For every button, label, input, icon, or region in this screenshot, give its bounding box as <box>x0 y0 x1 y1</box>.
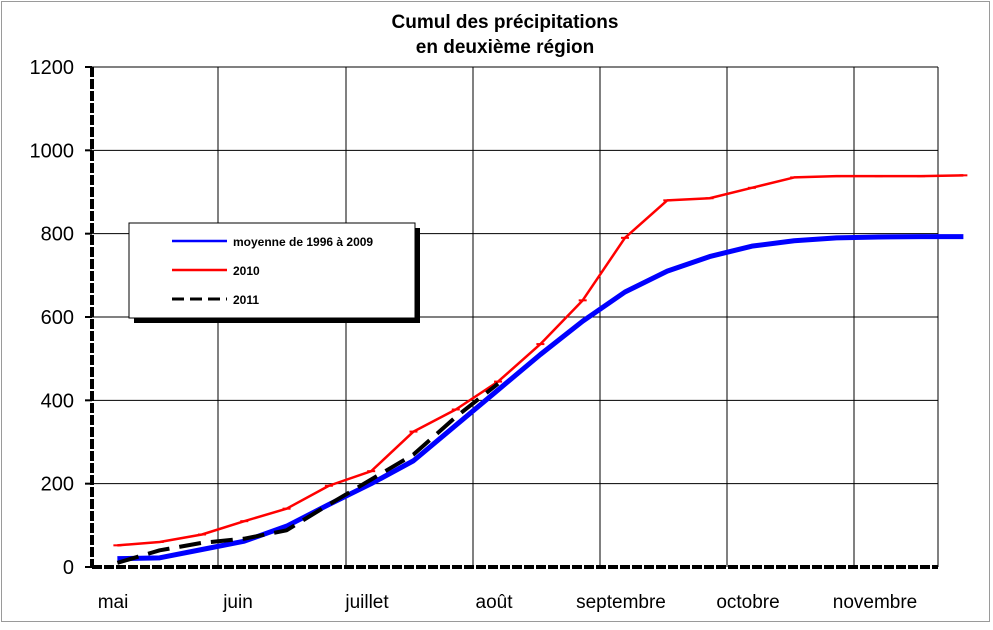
legend-label: 2011 <box>233 293 259 307</box>
x-tick-label: mai <box>98 592 129 613</box>
chart-title-line-2: en deuxième région <box>416 37 594 58</box>
y-tick-label: 1000 <box>30 140 75 162</box>
x-tick-label: octobre <box>716 592 779 613</box>
chart-title-line-1: Cumul des précipitations <box>392 12 619 33</box>
x-tick-label: juin <box>222 592 253 613</box>
y-tick-label: 200 <box>41 474 74 496</box>
legend: moyenne de 1996 à 2009 2010 2011 <box>128 222 420 323</box>
x-tick-label: novembre <box>833 592 918 613</box>
x-tick-label: août <box>476 592 514 613</box>
legend-label: 2010 <box>233 264 260 278</box>
y-tick-label: 0 <box>63 557 74 579</box>
y-tick-label: 800 <box>41 224 74 246</box>
x-tick-label: juillet <box>344 592 389 613</box>
legend-label: moyenne de 1996 à 2009 <box>233 235 373 249</box>
y-tick-label: 1200 <box>30 57 75 79</box>
series-line-2 <box>116 382 500 565</box>
y-tick-label: 400 <box>41 390 74 412</box>
y-tick-label: 600 <box>41 307 74 329</box>
x-tick-label: septembre <box>576 592 666 613</box>
